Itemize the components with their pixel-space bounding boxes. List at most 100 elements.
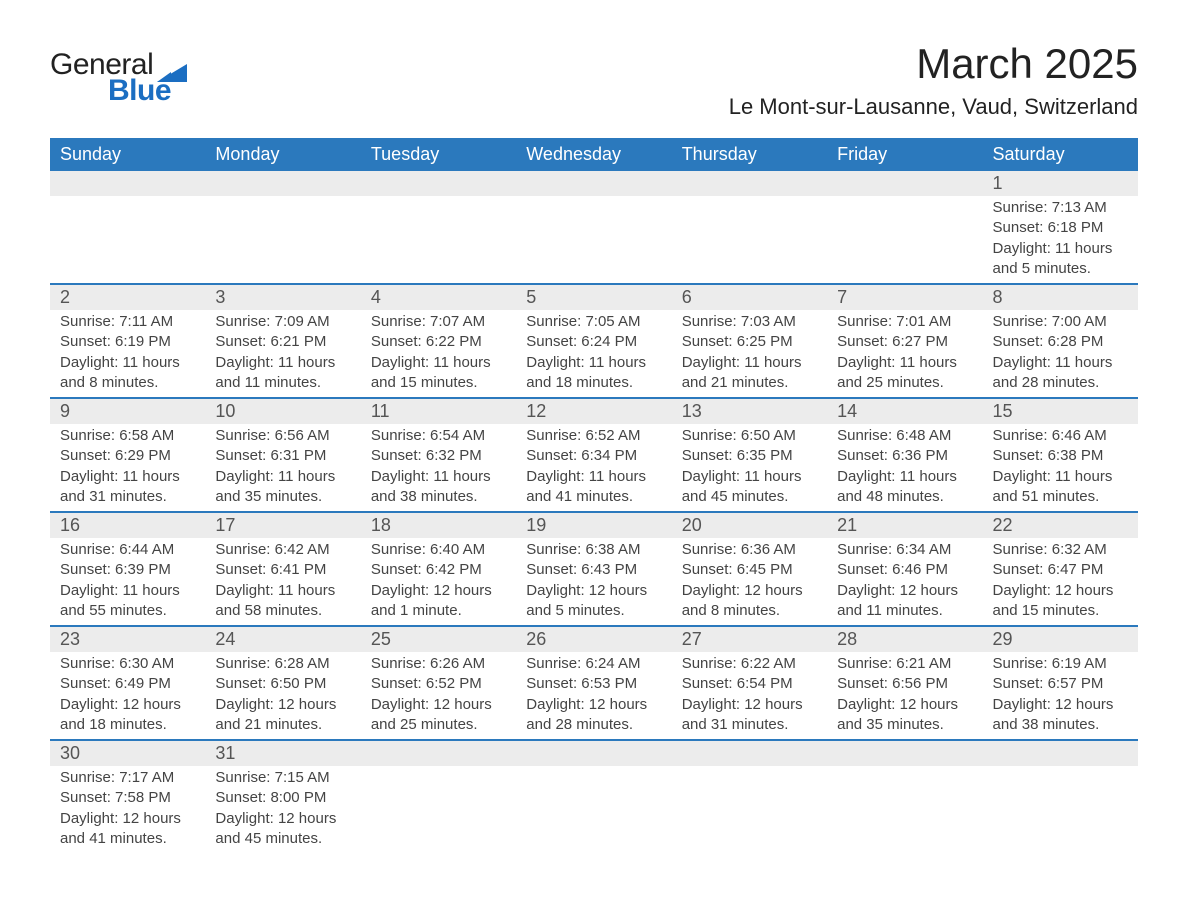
day-detail-line: Sunrise: 6:32 AM (993, 540, 1128, 560)
day-detail-cell: Sunrise: 7:13 AMSunset: 6:18 PMDaylight:… (983, 196, 1138, 284)
month-title: March 2025 (729, 40, 1138, 88)
day-detail-row: Sunrise: 7:13 AMSunset: 6:18 PMDaylight:… (50, 196, 1138, 284)
day-number-cell: 14 (827, 398, 982, 424)
day-detail-line: Daylight: 11 hours and 38 minutes. (371, 467, 506, 508)
day-number-cell: 31 (205, 740, 360, 766)
day-detail-cell: Sunrise: 7:03 AMSunset: 6:25 PMDaylight:… (672, 310, 827, 398)
day-detail-cell (983, 766, 1138, 853)
day-detail-line: Daylight: 12 hours and 45 minutes. (215, 809, 350, 850)
day-detail-cell: Sunrise: 6:30 AMSunset: 6:49 PMDaylight:… (50, 652, 205, 740)
day-detail-cell: Sunrise: 7:15 AMSunset: 8:00 PMDaylight:… (205, 766, 360, 853)
day-number-cell: 5 (516, 284, 671, 310)
day-detail-line: Sunset: 6:52 PM (371, 674, 506, 694)
day-detail-cell: Sunrise: 7:17 AMSunset: 7:58 PMDaylight:… (50, 766, 205, 853)
day-detail-line: Sunrise: 6:34 AM (837, 540, 972, 560)
day-detail-row: Sunrise: 7:17 AMSunset: 7:58 PMDaylight:… (50, 766, 1138, 853)
day-number-cell: 26 (516, 626, 671, 652)
day-number-cell: 15 (983, 398, 1138, 424)
day-detail-line: Sunset: 6:43 PM (526, 560, 661, 580)
day-detail-line: Sunset: 6:57 PM (993, 674, 1128, 694)
day-number-row: 23242526272829 (50, 626, 1138, 652)
day-number-cell: 11 (361, 398, 516, 424)
day-number-cell: 24 (205, 626, 360, 652)
day-detail-cell (516, 196, 671, 284)
day-detail-line: Sunrise: 6:26 AM (371, 654, 506, 674)
day-number-cell: 21 (827, 512, 982, 538)
day-detail-line: Daylight: 11 hours and 8 minutes. (60, 353, 195, 394)
day-detail-line: Daylight: 11 hours and 5 minutes. (993, 239, 1128, 280)
day-detail-cell: Sunrise: 6:56 AMSunset: 6:31 PMDaylight:… (205, 424, 360, 512)
day-number-cell: 8 (983, 284, 1138, 310)
title-block: March 2025 Le Mont-sur-Lausanne, Vaud, S… (729, 40, 1138, 120)
day-detail-line: Sunrise: 6:21 AM (837, 654, 972, 674)
day-number-row: 1 (50, 171, 1138, 196)
day-detail-line: Sunset: 6:35 PM (682, 446, 817, 466)
day-number-cell: 10 (205, 398, 360, 424)
day-number-cell: 20 (672, 512, 827, 538)
day-detail-line: Sunset: 8:00 PM (215, 788, 350, 808)
day-number-cell: 16 (50, 512, 205, 538)
day-number-cell: 17 (205, 512, 360, 538)
day-detail-cell: Sunrise: 7:01 AMSunset: 6:27 PMDaylight:… (827, 310, 982, 398)
day-detail-line: Sunset: 6:27 PM (837, 332, 972, 352)
day-detail-cell: Sunrise: 6:54 AMSunset: 6:32 PMDaylight:… (361, 424, 516, 512)
day-detail-line: Daylight: 11 hours and 15 minutes. (371, 353, 506, 394)
day-number-cell: 23 (50, 626, 205, 652)
day-number-cell: 28 (827, 626, 982, 652)
day-number-cell (516, 740, 671, 766)
day-detail-line: Sunset: 6:42 PM (371, 560, 506, 580)
day-detail-line: Sunrise: 7:07 AM (371, 312, 506, 332)
day-detail-cell: Sunrise: 6:34 AMSunset: 6:46 PMDaylight:… (827, 538, 982, 626)
day-detail-line: Sunset: 6:56 PM (837, 674, 972, 694)
day-detail-line: Sunrise: 6:54 AM (371, 426, 506, 446)
day-detail-cell (361, 766, 516, 853)
day-number-cell: 13 (672, 398, 827, 424)
day-detail-cell: Sunrise: 6:26 AMSunset: 6:52 PMDaylight:… (361, 652, 516, 740)
day-detail-cell: Sunrise: 7:05 AMSunset: 6:24 PMDaylight:… (516, 310, 671, 398)
day-detail-cell: Sunrise: 6:40 AMSunset: 6:42 PMDaylight:… (361, 538, 516, 626)
day-detail-line: Daylight: 11 hours and 48 minutes. (837, 467, 972, 508)
day-detail-line: Sunrise: 7:13 AM (993, 198, 1128, 218)
day-detail-line: Sunrise: 6:56 AM (215, 426, 350, 446)
day-detail-cell (827, 196, 982, 284)
day-detail-line: Daylight: 12 hours and 25 minutes. (371, 695, 506, 736)
day-detail-line: Sunset: 6:41 PM (215, 560, 350, 580)
day-number-cell: 27 (672, 626, 827, 652)
day-number-row: 3031 (50, 740, 1138, 766)
day-detail-cell: Sunrise: 6:50 AMSunset: 6:35 PMDaylight:… (672, 424, 827, 512)
day-detail-cell: Sunrise: 6:38 AMSunset: 6:43 PMDaylight:… (516, 538, 671, 626)
day-detail-cell: Sunrise: 6:48 AMSunset: 6:36 PMDaylight:… (827, 424, 982, 512)
day-detail-line: Daylight: 11 hours and 51 minutes. (993, 467, 1128, 508)
day-detail-line: Sunrise: 7:05 AM (526, 312, 661, 332)
day-detail-cell: Sunrise: 6:22 AMSunset: 6:54 PMDaylight:… (672, 652, 827, 740)
day-detail-line: Sunrise: 6:48 AM (837, 426, 972, 446)
day-detail-line: Sunset: 6:39 PM (60, 560, 195, 580)
brand-text-2: Blue (108, 74, 171, 108)
day-detail-cell: Sunrise: 6:52 AMSunset: 6:34 PMDaylight:… (516, 424, 671, 512)
day-number-cell (827, 171, 982, 196)
day-detail-cell (672, 196, 827, 284)
weekday-header: Saturday (983, 138, 1138, 171)
day-detail-line: Sunset: 6:28 PM (993, 332, 1128, 352)
day-detail-line: Sunset: 6:34 PM (526, 446, 661, 466)
day-detail-line: Sunset: 6:31 PM (215, 446, 350, 466)
day-number-row: 16171819202122 (50, 512, 1138, 538)
day-detail-line: Daylight: 11 hours and 55 minutes. (60, 581, 195, 622)
weekday-header: Friday (827, 138, 982, 171)
day-number-cell (983, 740, 1138, 766)
day-detail-line: Sunset: 6:24 PM (526, 332, 661, 352)
day-detail-line: Sunset: 6:19 PM (60, 332, 195, 352)
day-detail-line: Daylight: 12 hours and 5 minutes. (526, 581, 661, 622)
day-detail-cell: Sunrise: 6:21 AMSunset: 6:56 PMDaylight:… (827, 652, 982, 740)
day-detail-line: Sunset: 6:47 PM (993, 560, 1128, 580)
location-subtitle: Le Mont-sur-Lausanne, Vaud, Switzerland (729, 94, 1138, 120)
day-detail-line: Daylight: 11 hours and 58 minutes. (215, 581, 350, 622)
day-detail-cell: Sunrise: 6:42 AMSunset: 6:41 PMDaylight:… (205, 538, 360, 626)
day-detail-line: Daylight: 12 hours and 1 minute. (371, 581, 506, 622)
brand-logo: General Blue (50, 40, 187, 108)
day-detail-line: Daylight: 12 hours and 21 minutes. (215, 695, 350, 736)
day-detail-line: Daylight: 11 hours and 28 minutes. (993, 353, 1128, 394)
day-detail-line: Sunrise: 6:46 AM (993, 426, 1128, 446)
day-detail-line: Sunrise: 7:11 AM (60, 312, 195, 332)
day-detail-line: Daylight: 12 hours and 8 minutes. (682, 581, 817, 622)
